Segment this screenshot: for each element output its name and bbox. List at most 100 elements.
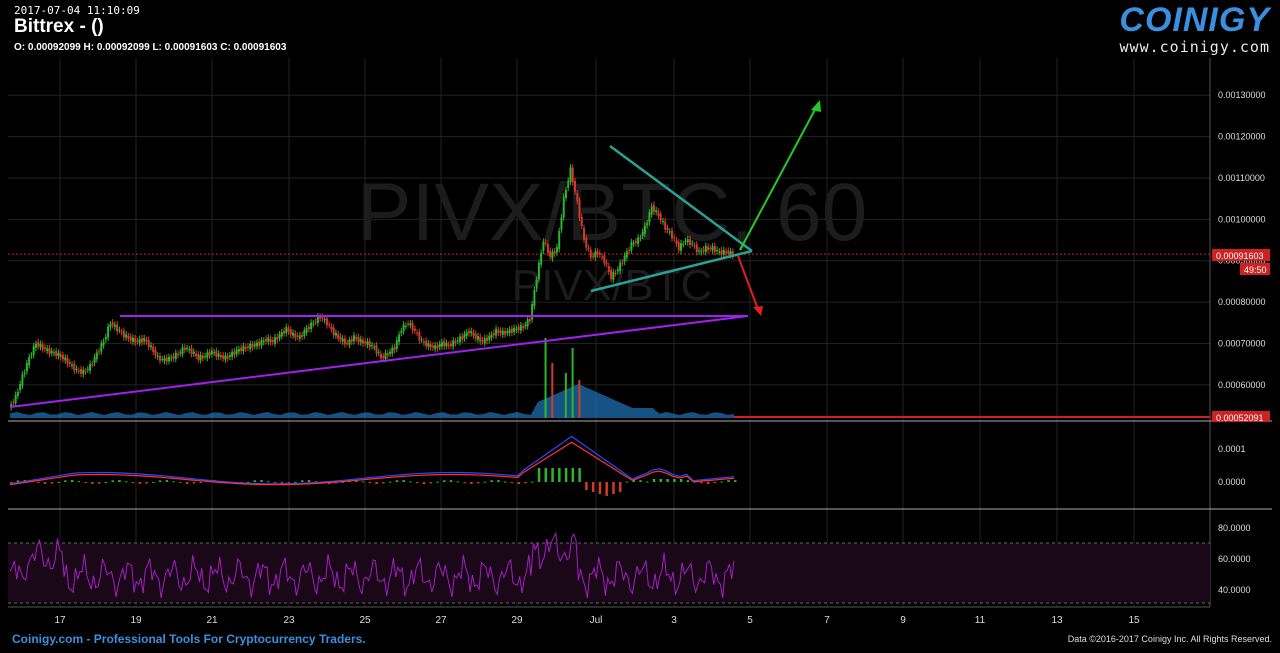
candle-body [321,316,324,319]
macd-histogram-bar [659,479,663,482]
rsi-panel [8,531,1210,604]
candle-body [589,249,592,258]
candle-body [610,269,613,280]
candle-body [68,362,71,364]
macd-histogram-bar [125,481,128,483]
candle-body [244,347,247,349]
candle-body [404,325,407,327]
candle-body [695,244,698,253]
candle-body [560,217,563,230]
candle-body [161,358,164,360]
candle-body [107,326,110,338]
candle-body [409,323,412,326]
candle-body [71,364,74,366]
macd-histogram-bar [558,468,561,482]
candle-body [366,341,369,345]
volume-area [10,338,734,418]
candle-body [190,347,193,355]
x-tick-label: 29 [511,615,523,626]
y-tick-label: 0.00120000 [1218,132,1266,142]
candle-body [718,251,721,253]
macd-histogram-bar [564,468,568,482]
macd-histogram-bar [470,482,473,484]
macd-histogram-bar [192,482,196,484]
candle-body [666,227,669,231]
macd-histogram-bar [287,482,290,484]
candle-body [215,350,218,357]
footer-tagline[interactable]: Coinigy.com - Professional Tools For Cry… [12,632,366,646]
candle-body [186,348,189,350]
candle-body [352,335,355,342]
candle-body [504,330,507,335]
candle-body [93,357,96,363]
macd-histogram-bar [131,482,135,483]
candle-body [249,343,252,350]
candle-body [709,247,712,249]
volume-spike [564,373,567,418]
volume-spike [571,348,574,418]
candle-body [183,347,186,350]
macd-histogram-bar [37,482,40,483]
macd-histogram-bar [700,482,703,484]
candle-body [343,338,346,345]
candle-body [289,329,292,335]
candle-body [271,340,274,342]
price-candles [10,163,734,411]
macd-histogram-bar [91,482,94,484]
candle-body [129,336,132,341]
candle-body [226,356,229,359]
rsi-band [8,543,1210,603]
coinigy-logo[interactable]: COINIGY www.coinigy.com [1119,2,1270,56]
candle-body [725,251,728,253]
candle-body [486,337,489,342]
candle-body [145,339,148,342]
candle-body [661,221,664,223]
candle-body [380,353,383,359]
candle-body [204,356,207,358]
candle-body [118,329,121,331]
macd-line [9,435,735,485]
candle-body [131,337,134,342]
x-tick-label: 11 [975,615,986,626]
macd-histogram-bar [267,481,270,483]
candle-body [659,214,662,221]
macd-histogram-bar [158,480,162,482]
macd-histogram-bar [185,482,189,484]
macd-histogram-bar [355,480,358,482]
candle-body [301,334,304,337]
candle-body [285,326,288,334]
x-tick-label: 21 [206,615,218,626]
candle-body [465,332,468,337]
macd-histogram-bar [10,482,13,483]
candle-body [134,338,137,343]
candle-body [341,338,344,342]
candle-body [598,253,601,255]
macd-histogram-bar [341,481,345,483]
trend-drawings [9,100,821,408]
macd-histogram-bar [463,482,466,484]
macd-histogram-bar [537,468,541,482]
candle-body [228,355,231,357]
candle-body [95,352,98,360]
candle-body [231,352,234,357]
macd-histogram-bar [598,482,602,494]
x-tick-label: 7 [824,615,830,626]
macd-histogram-bar [618,482,622,492]
macd-histogram-bar [456,481,460,483]
macd-histogram-bar [70,480,74,482]
macd-histogram-bar [382,482,385,484]
macd-histogram-bar [64,480,67,482]
candle-body [551,251,554,259]
y-tick-label: 0.00100000 [1218,214,1266,224]
candle-body [30,355,33,357]
candle-body [165,357,168,362]
candle-body [280,332,283,337]
candle-body [91,363,94,365]
candle-body [235,349,238,354]
rsi-tick-label: 80.0000 [1218,523,1251,533]
low-marker-tag [1212,411,1270,422]
candle-body [607,266,610,272]
candle-body [621,262,624,264]
macd-histogram-bar [145,482,148,484]
